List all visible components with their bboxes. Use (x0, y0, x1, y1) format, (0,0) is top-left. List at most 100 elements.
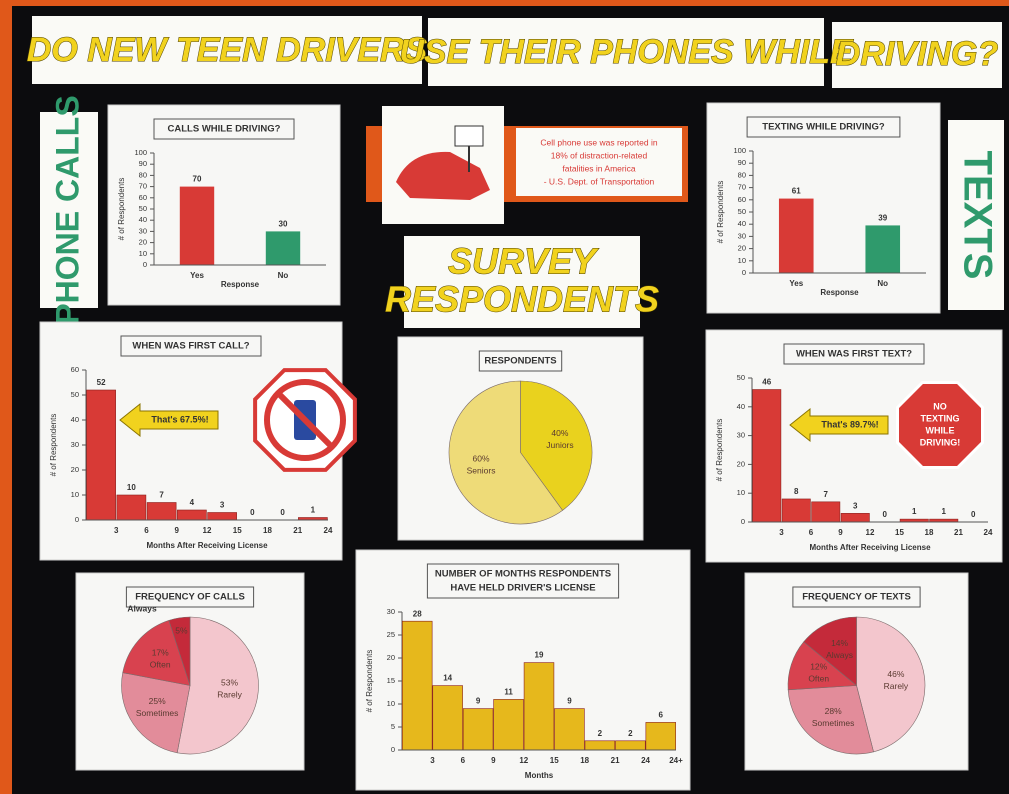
data-label: 2 (628, 729, 633, 738)
y-tick-label: 100 (733, 146, 746, 155)
slice-label: Often (150, 659, 171, 669)
y-tick-label: 10 (737, 488, 745, 497)
y-tick-label: 10 (738, 256, 746, 265)
x-tick-label: 6 (144, 526, 149, 535)
y-axis-label: # of Respondents (117, 178, 126, 241)
y-tick-label: 70 (139, 182, 147, 191)
x-tick-label: 15 (233, 526, 242, 535)
bar (177, 510, 206, 520)
chart-title: FREQUENCY OF CALLS (135, 592, 245, 603)
center-label: SURVEY (448, 241, 599, 282)
y-tick-label: 20 (738, 244, 746, 253)
slice-value-label: 60% (473, 454, 490, 464)
chart-title: HAVE HELD DRIVER'S LICENSE (450, 583, 595, 594)
x-tick-label: 12 (866, 528, 875, 537)
bar (87, 390, 116, 520)
x-tick-label: 18 (925, 528, 934, 537)
slice-label: Always (826, 650, 853, 660)
y-tick-label: 40 (71, 415, 79, 424)
slice-value-label: 25% (149, 696, 166, 706)
data-label: 1 (912, 507, 917, 516)
data-label: 4 (190, 498, 195, 507)
x-tick-label: 18 (263, 526, 272, 535)
x-tick-label: 24 (641, 756, 650, 765)
y-tick-label: 0 (391, 745, 395, 754)
x-tick-label: 3 (779, 528, 784, 537)
slice-value-label: 40% (551, 428, 568, 438)
center-label: RESPONDENTS (385, 279, 659, 320)
y-tick-label: 60 (71, 365, 79, 374)
y-tick-label: 100 (134, 148, 147, 157)
slice-label: Rarely (217, 689, 242, 699)
x-tick-label: 24 (324, 526, 333, 535)
x-axis-label: Months (525, 771, 554, 780)
poster: DO NEW TEEN DRIVERS USE THEIR PHONES WHI… (0, 0, 1009, 794)
y-tick-label: 15 (387, 676, 395, 685)
data-label: 0 (280, 508, 285, 517)
y-tick-label: 80 (738, 170, 746, 179)
data-label: 3 (853, 501, 858, 510)
bar (147, 503, 176, 521)
x-axis-label: Months After Receiving License (146, 541, 268, 550)
y-tick-label: 90 (139, 159, 147, 168)
slice-label: Sometimes (812, 718, 855, 728)
sign-text: TEXTING (920, 413, 959, 423)
y-tick-label: 40 (139, 215, 147, 224)
slice-value-label: 5% (175, 626, 188, 636)
y-tick-label: 0 (75, 515, 79, 524)
y-tick-label: 20 (737, 459, 745, 468)
y-tick-label: 0 (742, 268, 746, 277)
note-line: - U.S. Dept. of Transportation (544, 176, 655, 186)
slice-label: Seniors (467, 466, 496, 476)
x-tick-label: Yes (190, 271, 204, 280)
bar (180, 187, 214, 265)
y-axis-label: # of Respondents (365, 650, 374, 713)
data-label: 19 (535, 651, 544, 660)
y-tick-label: 90 (738, 158, 746, 167)
data-label: 52 (97, 378, 106, 387)
bar (585, 741, 615, 750)
slice-label: Juniors (546, 440, 573, 450)
note-line: fatalities in America (562, 163, 635, 173)
x-tick-label: 9 (838, 528, 843, 537)
slice-label: Sometimes (136, 708, 179, 718)
annotation: That's 67.5%! (151, 414, 208, 424)
data-label: 1 (311, 506, 316, 515)
bar (208, 513, 237, 521)
y-axis-label: # of Respondents (49, 414, 58, 477)
x-tick-label: 6 (809, 528, 814, 537)
x-tick-label: 6 (461, 756, 466, 765)
x-axis-label: Response (221, 280, 260, 289)
slice-value-label: 12% (810, 661, 827, 671)
bar (463, 709, 493, 750)
y-tick-label: 0 (741, 517, 745, 526)
y-tick-label: 30 (71, 440, 79, 449)
x-tick-label: No (278, 271, 289, 280)
title: USE THEIR PHONES WHILE (399, 33, 854, 71)
bar (779, 199, 814, 273)
y-tick-label: 20 (71, 465, 79, 474)
data-label: 30 (279, 220, 288, 229)
slice-value-label: 53% (221, 677, 238, 687)
x-tick-label: 18 (580, 756, 589, 765)
x-axis-label: Months After Receiving License (809, 543, 931, 552)
bar (753, 390, 781, 522)
chart-title: WHEN WAS FIRST TEXT? (796, 349, 912, 360)
x-tick-label: 12 (203, 526, 212, 535)
y-tick-label: 30 (738, 231, 746, 240)
y-tick-label: 10 (71, 490, 79, 499)
bar (646, 722, 676, 750)
data-label: 7 (159, 491, 164, 500)
y-tick-label: 30 (139, 226, 147, 235)
y-tick-label: 40 (737, 402, 745, 411)
x-tick-label: 3 (430, 756, 435, 765)
sign-text: WHILE (926, 425, 955, 435)
title: DRIVING? (836, 35, 999, 73)
y-tick-label: 60 (738, 195, 746, 204)
annotation: That's 89.7%! (821, 419, 878, 429)
y-tick-label: 80 (139, 170, 147, 179)
bar (402, 621, 432, 750)
data-label: 0 (971, 510, 976, 519)
title: DO NEW TEEN DRIVERS (27, 31, 428, 69)
y-tick-label: 50 (139, 204, 147, 213)
